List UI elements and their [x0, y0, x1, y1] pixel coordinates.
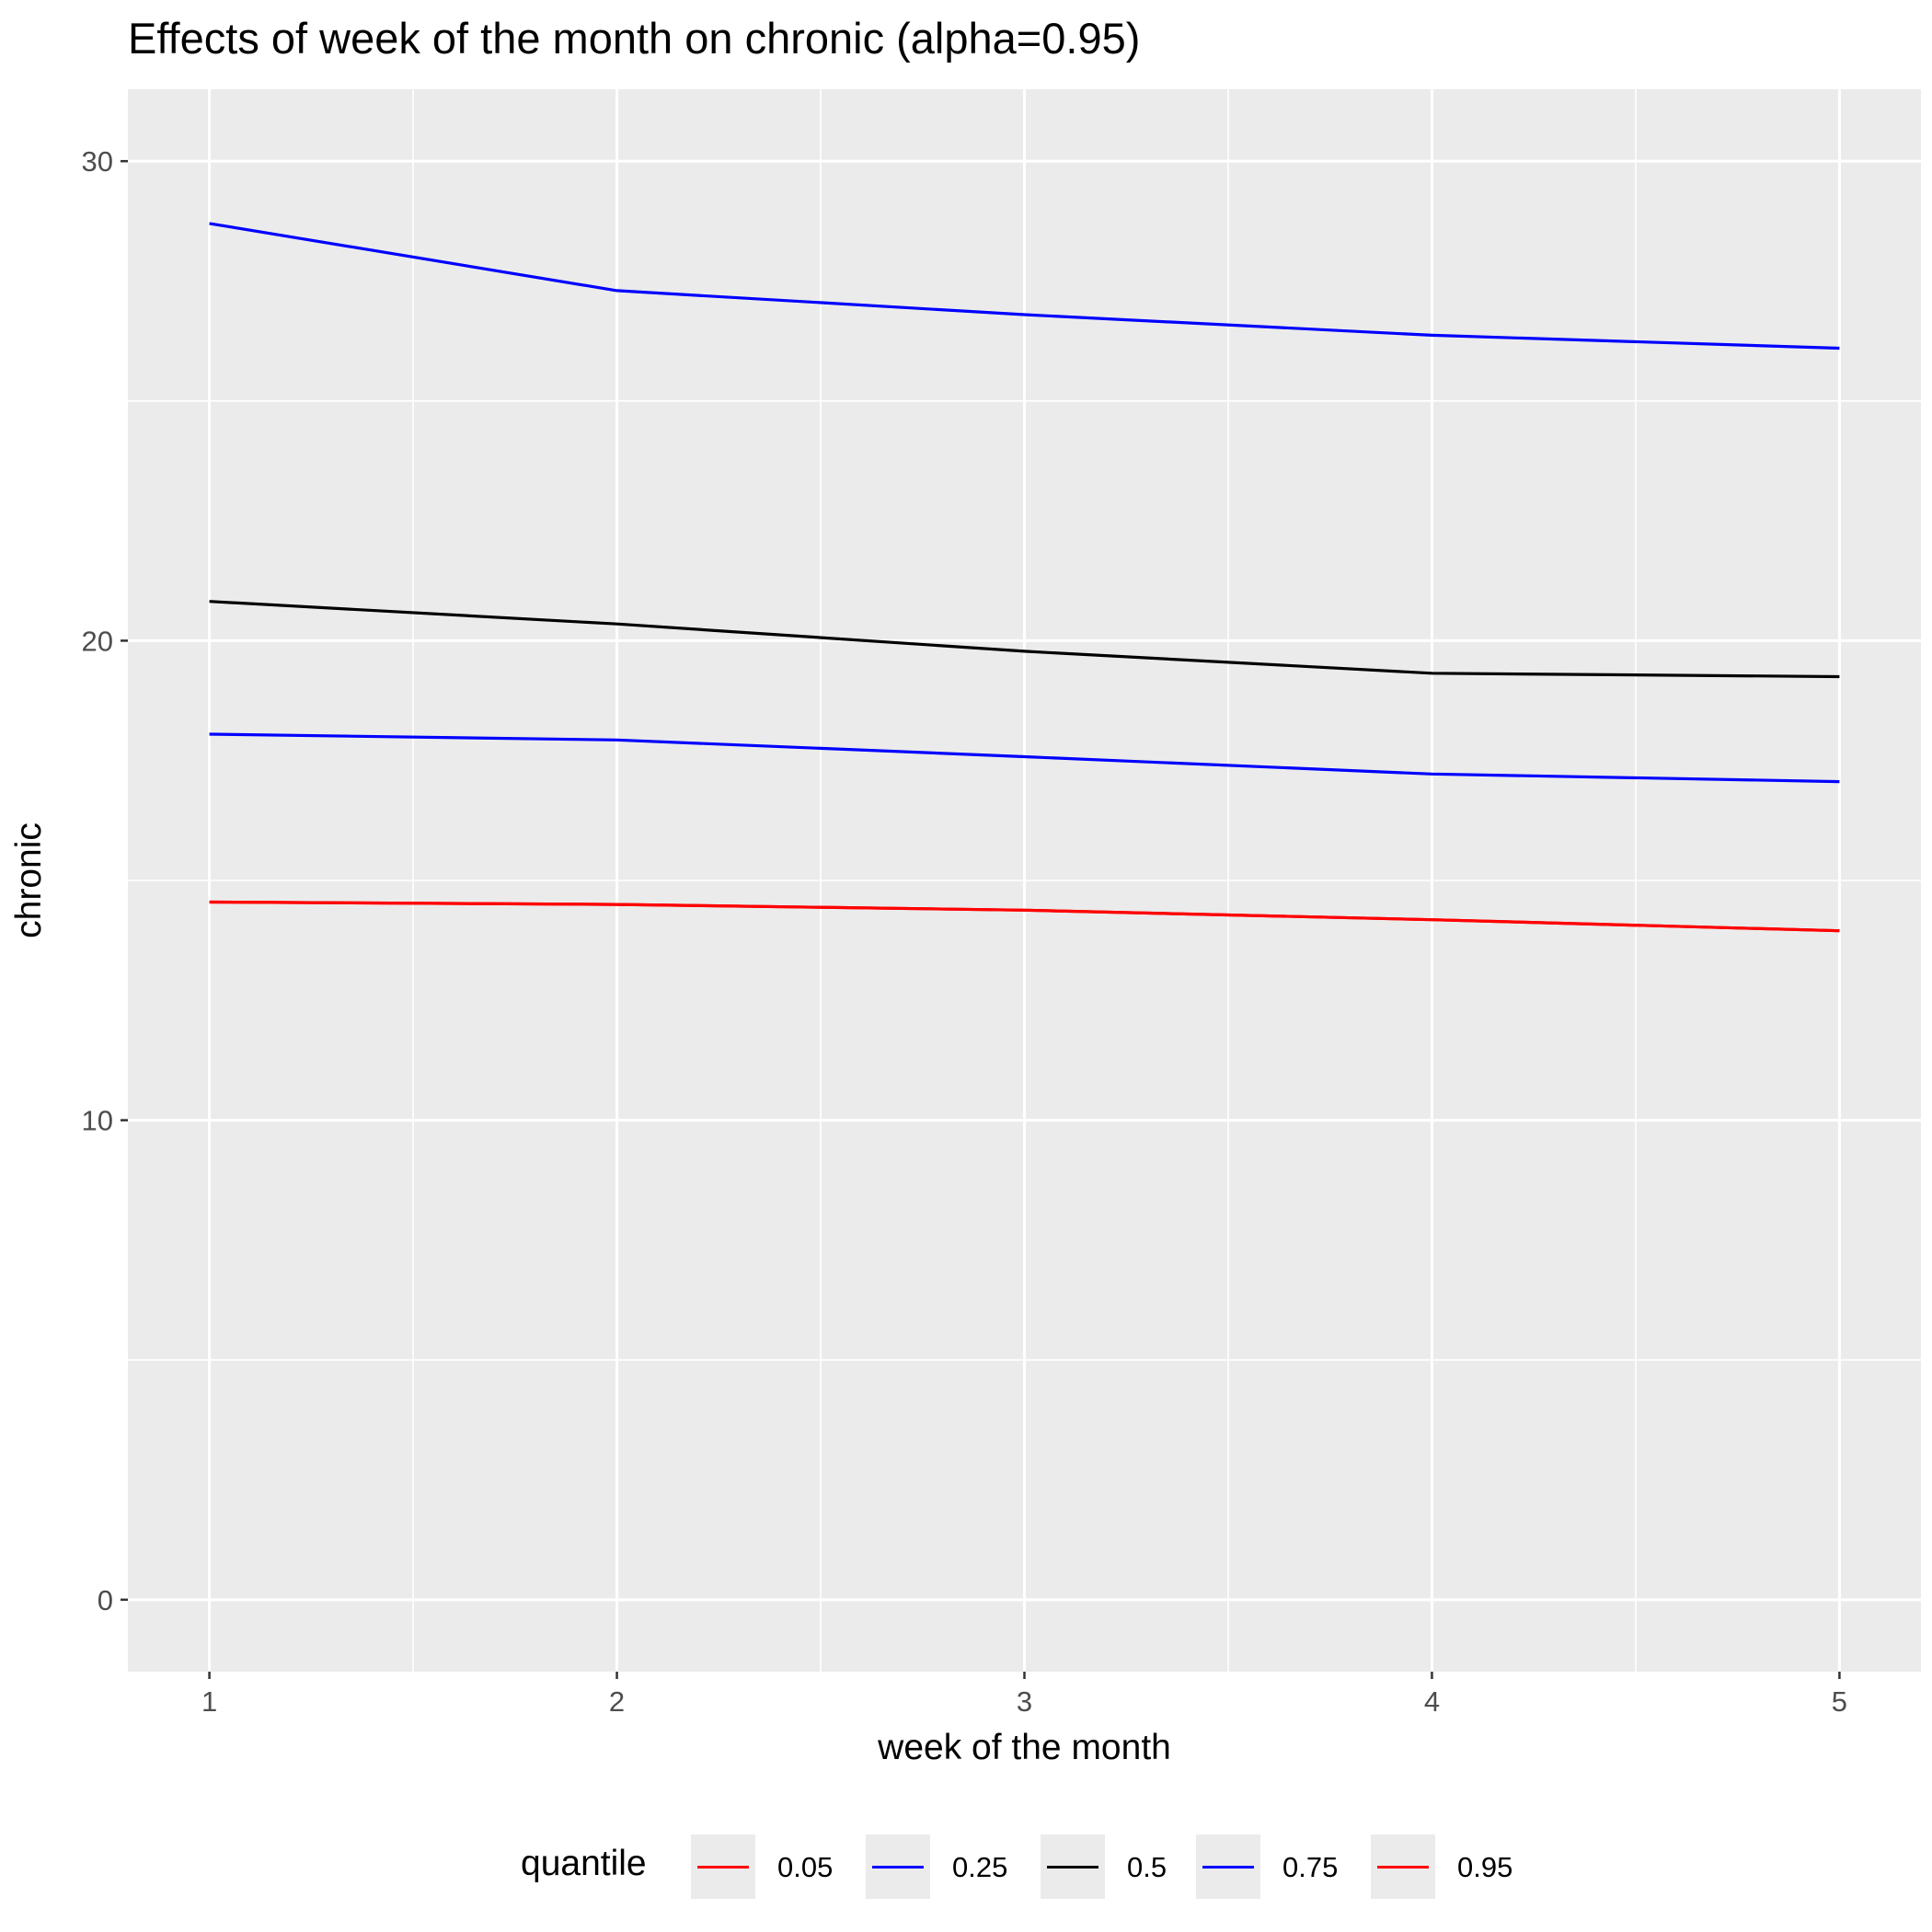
series-lines [209, 222, 1840, 933]
x-tick-label: 3 [1017, 1685, 1032, 1718]
y-axis-title: chronic [9, 822, 49, 938]
series-line-0.25 [209, 732, 1840, 784]
legend-title: quantile [521, 1844, 647, 1883]
x-tick-label: 2 [609, 1685, 625, 1718]
legend-swatch [1202, 1866, 1254, 1869]
legend-swatch [1047, 1866, 1098, 1869]
legend-swatch [872, 1866, 924, 1869]
legend-label: 0.05 [777, 1851, 834, 1883]
x-axis-title: week of the month [877, 1728, 1171, 1767]
y-tick-label: 0 [98, 1584, 113, 1616]
legend-key-0.5 [1041, 1834, 1105, 1899]
legend-key-0.25 [866, 1834, 930, 1899]
legend-swatch [697, 1866, 749, 1869]
legend-label: 0.75 [1282, 1851, 1339, 1883]
major-gridlines [128, 89, 1921, 1672]
chart-title: Effects of week of the month on chronic … [128, 14, 1141, 63]
x-tick-label: 4 [1424, 1685, 1440, 1718]
x-tick-label: 5 [1832, 1685, 1847, 1718]
y-tick-label: 30 [82, 145, 113, 178]
x-tick-label: 1 [201, 1685, 217, 1718]
series-line-0.5 [209, 600, 1840, 679]
legend-key-0.05 [691, 1834, 755, 1899]
legend-label: 0.95 [1457, 1851, 1513, 1883]
series-line-0.95 [209, 900, 1840, 933]
y-tick-label: 10 [82, 1105, 113, 1137]
x-axis: 1 2 3 4 5 [201, 1672, 1847, 1718]
legend-key-0.75 [1196, 1834, 1260, 1899]
line-chart: 1 2 3 4 5 0 10 20 30 week of the month chronic [9, 89, 1921, 1767]
legend-label: 0.25 [952, 1851, 1008, 1883]
legend-swatch [1377, 1866, 1429, 1869]
series-line-0.75 [209, 222, 1840, 351]
y-axis: 0 10 20 30 [82, 145, 128, 1616]
y-tick-label: 20 [82, 625, 113, 657]
legend-label: 0.5 [1127, 1851, 1167, 1883]
legend-key-0.95 [1371, 1834, 1435, 1899]
